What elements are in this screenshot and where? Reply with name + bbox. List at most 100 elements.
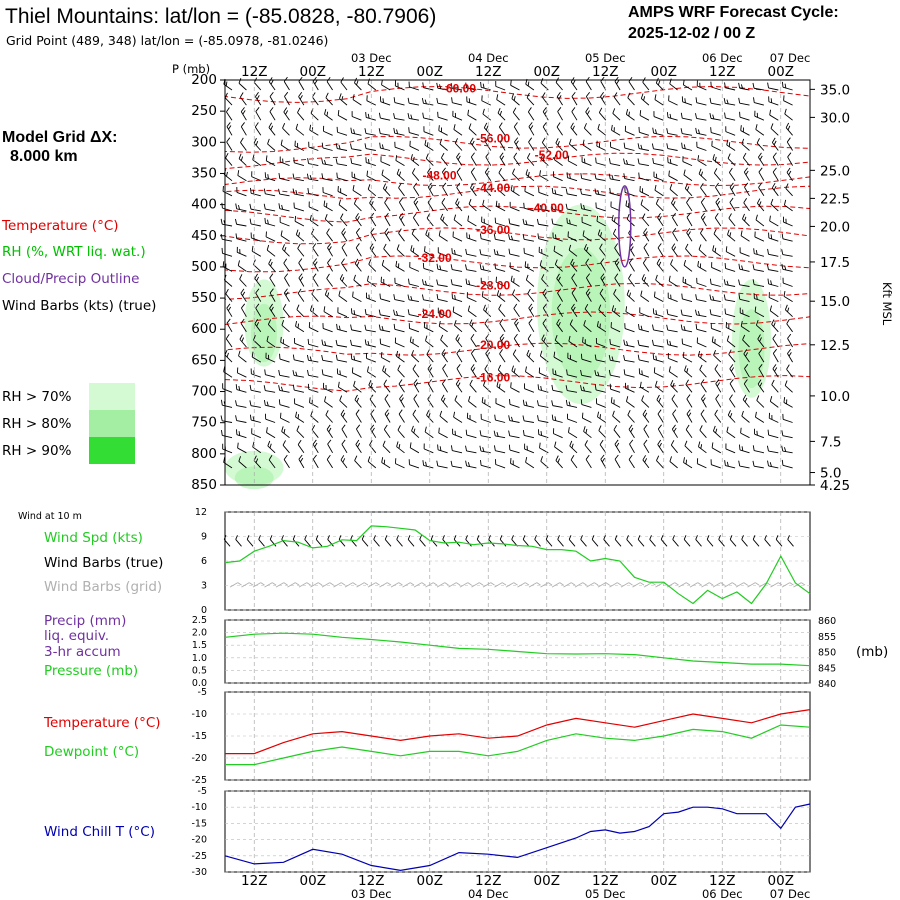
barb-flag	[512, 168, 516, 174]
barb-staff	[768, 297, 779, 303]
barb-flag	[643, 96, 646, 101]
barb-flag	[686, 212, 691, 218]
barb-flag	[323, 382, 325, 389]
barb-flag	[569, 174, 571, 179]
kft-msl-label: Kft MSL	[880, 282, 894, 326]
barb-flag	[440, 127, 442, 133]
wind-barb	[252, 154, 262, 166]
barb-flag	[783, 199, 787, 206]
barb-flag	[551, 187, 554, 194]
barb-flag	[512, 349, 517, 355]
wind-barb	[364, 339, 376, 348]
wind-barb	[614, 258, 621, 272]
barb-flag	[513, 278, 515, 283]
barb-flag	[772, 167, 777, 173]
wind-barb-true	[683, 535, 691, 547]
barb-flag	[496, 250, 499, 256]
barb-flag	[656, 258, 661, 264]
wind-barb	[525, 366, 535, 378]
barb-flag	[410, 154, 413, 160]
wind-barb-grid	[724, 582, 737, 588]
wind-barb	[653, 111, 664, 121]
barb-flag	[256, 321, 260, 327]
barb-staff	[294, 145, 305, 151]
barb-flag	[637, 339, 640, 346]
wind-barb	[613, 424, 621, 438]
wind-barb	[624, 125, 635, 136]
barb-staff	[610, 146, 621, 151]
barb-flag	[236, 429, 238, 435]
barb-flag	[656, 394, 660, 400]
barb-staff	[240, 323, 247, 333]
wind-barb	[554, 335, 563, 348]
barb-staff	[554, 339, 563, 348]
barb-staff	[528, 322, 535, 333]
wind-barb	[350, 339, 362, 348]
barb-staff	[596, 145, 606, 151]
barb-staff	[470, 368, 477, 378]
barb-staff	[437, 268, 448, 272]
barb-flag	[383, 459, 386, 465]
barb-flag	[268, 354, 270, 360]
barb-flag	[453, 124, 456, 130]
wind-barb	[782, 216, 793, 227]
barb-flag	[638, 126, 640, 133]
wind-barb	[596, 321, 607, 333]
barb-staff	[670, 384, 678, 393]
wind-barb	[220, 233, 233, 242]
barb-flag	[352, 94, 355, 100]
wind-barb	[666, 324, 678, 333]
wind-barb	[785, 122, 793, 136]
wind-barb	[438, 427, 448, 439]
wind-barb	[571, 288, 578, 302]
rh70-swatch	[89, 383, 135, 410]
barb-flag	[395, 311, 399, 316]
barb-staff	[498, 126, 506, 136]
barb-staff	[222, 252, 233, 257]
barb-flag	[480, 81, 482, 88]
wind-barb	[425, 229, 434, 242]
wind-barb	[471, 348, 477, 363]
wind-barb	[695, 127, 707, 136]
wind-barb	[220, 218, 233, 227]
barb-flag	[572, 306, 576, 312]
wind-barb	[312, 439, 319, 454]
barb-staff	[510, 267, 520, 272]
barb-staff	[542, 323, 549, 333]
wind-barb	[698, 168, 707, 182]
barb-staff	[383, 429, 391, 438]
barb-flag	[321, 158, 324, 164]
wind-barb	[742, 334, 750, 348]
barb-flag	[225, 334, 230, 340]
barb-staff	[669, 188, 678, 197]
barb-staff	[412, 414, 420, 423]
pressure-tick-label: 700	[191, 384, 217, 400]
barb-flag	[467, 109, 470, 116]
wind-barb	[628, 228, 635, 242]
barb-staff	[321, 582, 331, 588]
wind-barb	[465, 429, 477, 439]
barb-flag	[641, 370, 643, 375]
barb-staff	[280, 221, 290, 227]
barb-flag	[680, 309, 683, 315]
barb-flag	[321, 339, 324, 346]
barb-flag	[236, 246, 238, 253]
barb-staff	[511, 370, 520, 378]
wind-barb	[326, 424, 333, 438]
barb-flag	[295, 582, 300, 586]
barb-staff	[222, 420, 233, 423]
barb-staff	[538, 223, 549, 227]
barb-staff	[390, 582, 400, 588]
barb-flag	[566, 217, 568, 224]
wind-barb-grid	[298, 582, 311, 588]
barb-staff	[480, 268, 491, 272]
barb-flag	[585, 258, 590, 264]
barb-flag	[424, 426, 427, 433]
barb-flag	[711, 336, 714, 342]
wind-barb-true	[729, 535, 737, 547]
barb-staff	[758, 368, 765, 378]
barb-staff	[638, 163, 649, 167]
barb-staff	[657, 232, 664, 242]
wind-barb	[695, 113, 707, 121]
wind-barb	[570, 455, 578, 469]
